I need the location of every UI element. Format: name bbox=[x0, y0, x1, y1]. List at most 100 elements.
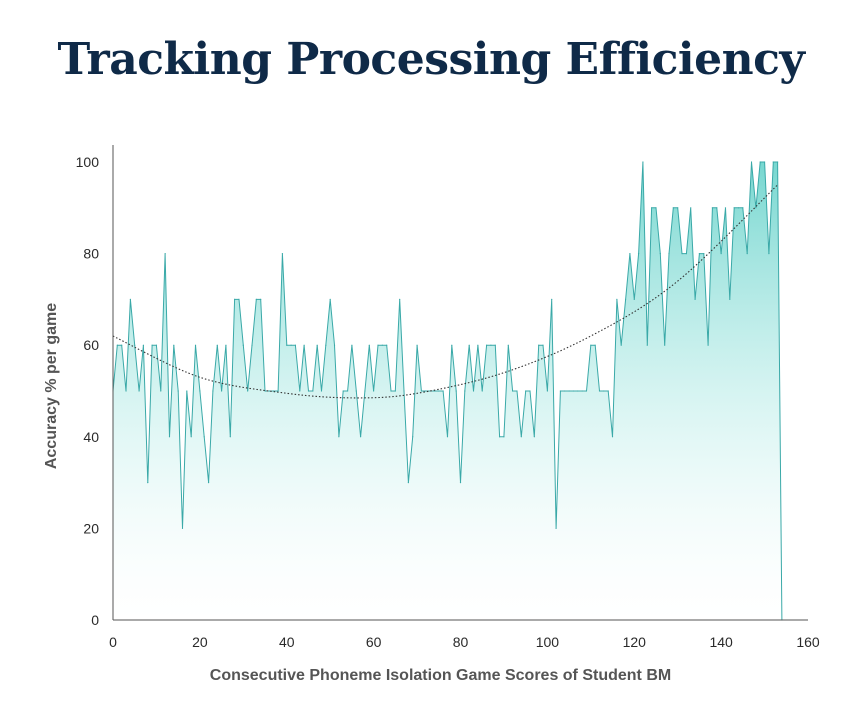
data-point bbox=[690, 207, 692, 209]
x-axis-ticks: 0 20 40 60 80 100 120 140 160 bbox=[109, 634, 820, 650]
data-point bbox=[533, 436, 535, 438]
data-point bbox=[624, 298, 627, 300]
data-point bbox=[742, 207, 744, 209]
data-point bbox=[147, 482, 149, 484]
data-point bbox=[286, 344, 288, 346]
data-point bbox=[529, 390, 531, 392]
data-point bbox=[342, 390, 344, 392]
y-tick-label: 60 bbox=[83, 337, 99, 353]
data-point bbox=[355, 390, 357, 392]
x-tick-label: 100 bbox=[536, 634, 560, 650]
data-point bbox=[746, 253, 748, 255]
data-point bbox=[485, 344, 488, 346]
data-point bbox=[546, 390, 548, 392]
data-point bbox=[512, 390, 514, 392]
data-point bbox=[642, 161, 644, 163]
data-point bbox=[442, 390, 444, 392]
data-point bbox=[572, 390, 575, 392]
data-point bbox=[168, 436, 171, 438]
data-point bbox=[481, 390, 483, 392]
data-point bbox=[568, 390, 570, 392]
data-point bbox=[438, 390, 440, 392]
x-tick-label: 160 bbox=[796, 634, 820, 650]
plot-area bbox=[112, 161, 783, 621]
y-tick-label: 80 bbox=[83, 246, 99, 262]
data-point bbox=[620, 344, 622, 346]
data-point bbox=[590, 344, 592, 346]
data-point bbox=[607, 390, 609, 392]
data-point bbox=[399, 298, 401, 300]
data-point bbox=[229, 436, 231, 438]
data-point bbox=[498, 436, 501, 438]
data-point bbox=[768, 253, 770, 255]
data-point bbox=[277, 390, 279, 392]
data-point bbox=[585, 390, 588, 392]
data-point bbox=[464, 390, 466, 392]
data-point bbox=[151, 344, 153, 346]
data-point bbox=[281, 253, 284, 255]
data-point bbox=[134, 344, 136, 346]
data-point bbox=[763, 161, 766, 163]
x-tick-label: 120 bbox=[623, 634, 647, 650]
data-point bbox=[538, 344, 540, 346]
data-point bbox=[720, 253, 722, 255]
data-point bbox=[750, 161, 753, 163]
data-point bbox=[199, 390, 201, 392]
data-point bbox=[555, 527, 557, 530]
data-point bbox=[247, 390, 249, 392]
data-point bbox=[190, 436, 192, 438]
data-point bbox=[416, 344, 418, 346]
data-point bbox=[598, 390, 601, 392]
data-point bbox=[616, 298, 618, 300]
data-point bbox=[503, 436, 505, 438]
data-point bbox=[186, 390, 188, 392]
data-point bbox=[698, 253, 701, 255]
data-point bbox=[121, 344, 123, 346]
data-point bbox=[477, 344, 479, 346]
data-point bbox=[724, 207, 727, 209]
trendline bbox=[112, 184, 778, 399]
x-tick-label: 20 bbox=[192, 634, 208, 650]
x-tick-label: 80 bbox=[453, 634, 469, 650]
data-point bbox=[507, 344, 509, 346]
data-point bbox=[216, 344, 218, 346]
data-point bbox=[446, 436, 449, 438]
data-point bbox=[664, 344, 666, 346]
data-point bbox=[564, 390, 566, 392]
data-point bbox=[451, 344, 453, 346]
data-point bbox=[611, 436, 614, 438]
data-point bbox=[307, 390, 310, 392]
data-point bbox=[520, 436, 522, 438]
data-point bbox=[194, 344, 197, 346]
data-point bbox=[672, 207, 674, 209]
data-point bbox=[381, 344, 383, 346]
data-point bbox=[655, 207, 657, 209]
data-point bbox=[629, 253, 631, 255]
data-point bbox=[225, 344, 227, 346]
data-point bbox=[425, 390, 427, 392]
data-point bbox=[668, 253, 670, 255]
data-point bbox=[685, 253, 687, 255]
data-point bbox=[160, 390, 162, 392]
data-point bbox=[129, 298, 131, 300]
data-point bbox=[633, 298, 635, 300]
y-tick-label: 100 bbox=[76, 154, 100, 170]
data-point bbox=[703, 253, 705, 255]
data-point bbox=[716, 207, 718, 209]
data-point bbox=[181, 527, 184, 530]
data-point bbox=[472, 390, 475, 392]
data-point bbox=[264, 390, 266, 392]
data-point bbox=[542, 344, 544, 346]
data-point bbox=[681, 253, 683, 255]
data-point bbox=[203, 436, 205, 438]
x-axis-label: Consecutive Phoneme Isolation Game Score… bbox=[210, 667, 671, 684]
data-point bbox=[759, 161, 761, 163]
data-point bbox=[729, 298, 731, 300]
y-tick-label: 40 bbox=[83, 429, 99, 445]
data-point bbox=[733, 207, 735, 209]
data-point bbox=[494, 344, 496, 346]
data-point bbox=[255, 298, 257, 300]
data-point bbox=[776, 161, 779, 163]
series-area-fill bbox=[113, 162, 782, 620]
data-point bbox=[711, 207, 714, 209]
